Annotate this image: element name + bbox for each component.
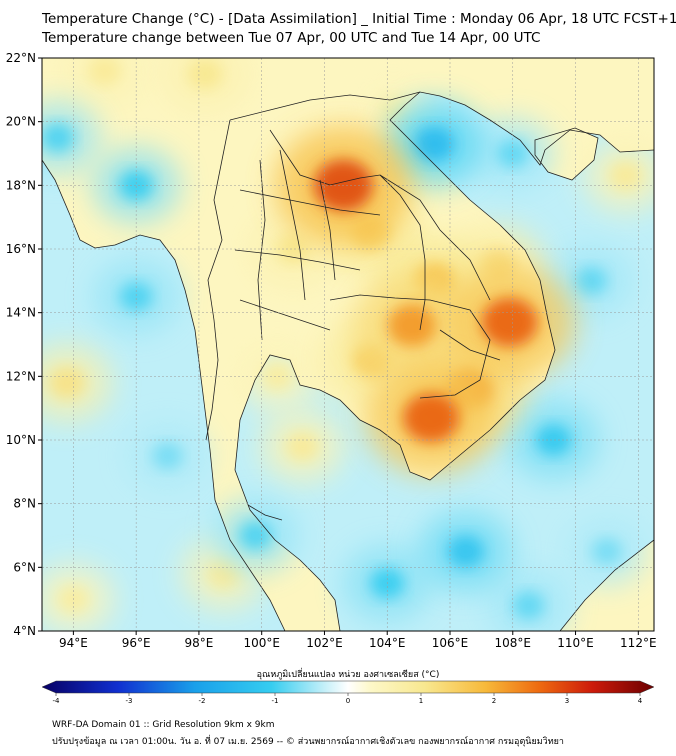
lon-tick-label: 102°E [306,636,343,650]
coastline-gulf [234,91,654,631]
anomaly-blob [236,340,319,412]
map-title-line2: Temperature change between Tue 07 Apr, 0… [42,30,541,46]
colorbar-bar [41,680,655,694]
lat-tick-label: 22°N [6,51,36,65]
anomaly-blob [550,245,633,317]
border-thailand-myanmar [205,119,231,441]
lon-tick-label: 112°E [620,636,657,650]
lat-tick-label: 6°N [13,560,36,574]
colorbar-title: อุณหภูมิเปลี่ยนแปลง หน่วย องศาเซลเซียส (… [257,667,440,680]
lat-tick-label: 4°N [13,624,36,638]
lon-tick-label: 104°E [369,636,406,650]
colorbar-tick-label: 2 [492,697,496,705]
colorbar-tick-label: -1 [272,697,279,705]
map-plot-area [42,58,654,631]
lon-tick-label: 94°E [59,636,88,650]
anomaly-blob [567,517,647,586]
lon-tick-label: 98°E [184,636,213,650]
anomaly-blob [93,259,179,334]
colorbar: อุณหภูมิเปลี่ยนแปลง หน่วย องศาเซลเซียส (… [41,667,655,705]
coastline-mainland [42,159,286,631]
anomaly-blob [487,569,570,631]
colorbar-tick-label: -2 [199,697,206,705]
province-lines-4 [279,149,306,301]
anomaly-blob [127,421,208,491]
lon-tick-label: 110°E [557,636,594,650]
border-laos-vietnam [379,174,491,301]
anomaly-blob [62,58,148,108]
province-lines-1 [239,189,381,216]
colorbar-tick-label: 4 [638,697,643,705]
anomaly-blob [92,147,181,224]
province-lines-2 [234,249,361,271]
map-title-line1: Temperature Change (°C) - [Data Assimila… [42,11,676,27]
anomaly-blob [259,409,346,484]
lon-tick-label: 108°E [495,636,532,650]
footer-model-info: WRF-DA Domain 01 :: Grid Resolution 9km … [52,720,275,730]
border-malaysia [247,504,283,521]
lon-tick-label: 96°E [122,636,151,650]
colorbar-tick-label: 0 [346,697,350,705]
anomaly-blob [418,511,513,592]
temperature-anomaly-field [42,58,654,631]
lat-tick-label: 16°N [6,242,36,256]
lon-tick-label: 106°E [432,636,469,650]
anomaly-blob [471,117,554,190]
anomaly-blob [161,58,250,112]
anomaly-blob [364,360,498,475]
map-figure: 4°N 6°N 8°N 10°N 12°N 14°N 16°N 18°N 20°N 22°N 94°… [6,51,657,705]
province-lines-3 [239,299,331,331]
lat-tick-label: 14°N [6,306,36,320]
lat-tick-label: 18°N [6,178,36,192]
border-china [229,91,421,121]
lat-tick-label: 20°N [6,115,36,129]
lat-tick-label: 12°N [6,369,36,383]
footer-update-info: ปรับปรุงข้อมูล ณ เวลา 01:00น. วัน อ. ที่… [52,737,564,747]
province-lines-7 [439,329,501,361]
lon-tick-label: 100°E [243,636,280,650]
anomaly-blob [384,101,484,187]
lat-tick-label: 10°N [6,433,36,447]
colorbar-tick-label: 1 [419,697,423,705]
lat-tick-label: 8°N [13,497,36,511]
political-borders [42,91,654,631]
anomaly-blob [508,400,599,480]
anomaly-blob [443,265,577,380]
colorbar-tick-label: -4 [53,697,61,705]
anomaly-blob [212,498,299,573]
anomaly-blob [42,100,101,175]
lat-lon-grid [42,58,654,631]
anomaly-blob [352,274,472,377]
colorbar-tick-label: -3 [126,697,133,705]
map-axes: 4°N 6°N 8°N 10°N 12°N 14°N 16°N 18°N 20°N 22°N 94°… [6,51,657,650]
border-cambodia [329,294,491,399]
anomaly-blob [42,343,113,422]
province-lines-6 [319,179,336,281]
colorbar-ticks: -4 -3 -2 -1 0 1 2 3 4 [53,693,643,705]
border-mekong [269,129,426,331]
coastline-borneo [559,539,654,631]
colorbar-tick-label: 3 [565,697,569,705]
map-frame [41,57,655,632]
anomaly-blob [583,138,654,213]
coastline-hainan [534,127,599,181]
